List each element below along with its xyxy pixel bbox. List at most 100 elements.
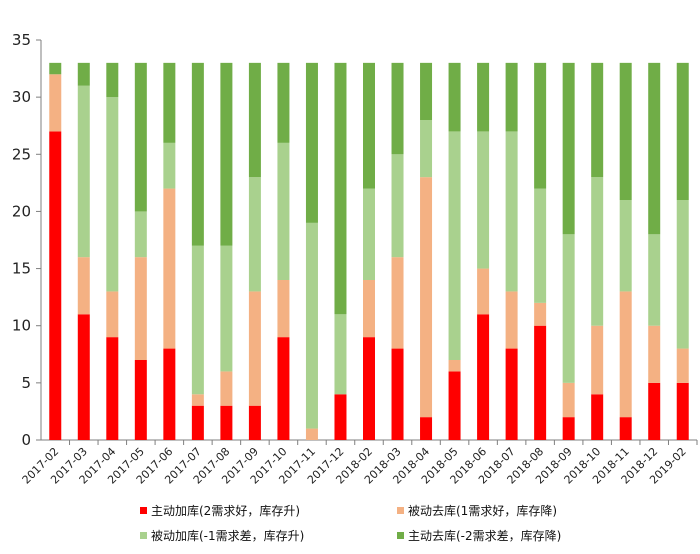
bar-segment (220, 371, 233, 406)
bar-segment (391, 257, 404, 349)
bar-segment (619, 417, 632, 440)
y-tick-label: 30 (12, 88, 31, 106)
legend-label: 主动去库(-2需求差，库存降) (408, 528, 561, 543)
bar-segment (334, 314, 347, 395)
bar-segment (591, 62, 604, 178)
bar-segment (648, 325, 661, 383)
bar-segment (163, 348, 176, 440)
legend-swatch (397, 532, 404, 539)
bar-segment (305, 222, 318, 429)
legend-swatch (397, 507, 404, 514)
legend-swatch (140, 507, 147, 514)
bar-segment (420, 177, 433, 418)
bar-segment (505, 131, 518, 292)
bar-segment (334, 394, 347, 440)
legend-label: 主动加库(2需求好，库存升) (151, 503, 300, 518)
bar-segment (391, 348, 404, 440)
bar-segment (391, 62, 404, 155)
bar-segment (134, 257, 147, 360)
y-tick-label: 15 (12, 260, 31, 278)
y-tick-label: 20 (12, 202, 31, 220)
bar-segment (248, 62, 261, 178)
bar-segment (77, 257, 90, 315)
bar-segment (648, 382, 661, 440)
bar-segment (562, 234, 575, 383)
bar-segment (619, 62, 632, 200)
bar-segment (676, 200, 689, 349)
bar-segment (191, 405, 204, 440)
bar-segment (676, 382, 689, 440)
bar-segment (163, 142, 176, 189)
bar-segment (591, 177, 604, 326)
bar-segment (248, 405, 261, 440)
bar-segment (391, 154, 404, 258)
bar-segment (448, 360, 461, 372)
bar-segment (676, 348, 689, 383)
bar-segment (134, 211, 147, 258)
bar-segment (448, 62, 461, 132)
bar-segment (363, 337, 375, 440)
bar-segment (106, 291, 119, 338)
bar-segment (220, 245, 233, 372)
bar-segment (562, 62, 575, 235)
bar-segment (505, 291, 518, 349)
bar-segment (220, 62, 233, 246)
bar-segment (420, 417, 433, 440)
bar-segment (134, 360, 147, 440)
bar-segment (477, 131, 490, 269)
bar-segment (49, 131, 62, 440)
bar-segment (448, 131, 461, 360)
legend-label: 被动去库(1需求好，库存降) (408, 503, 557, 518)
bar-segment (477, 62, 490, 132)
y-tick-label: 35 (12, 31, 31, 49)
bar-segment (363, 188, 375, 280)
y-tick-label: 5 (21, 374, 31, 392)
bar-segment (191, 62, 204, 246)
y-tick-label: 0 (21, 431, 31, 449)
bar-segment (619, 291, 632, 418)
bar-segment (363, 280, 375, 338)
bar-segment (49, 74, 62, 132)
bar-segment (277, 142, 290, 280)
bar-segment (448, 371, 461, 440)
bar-segment (505, 62, 518, 132)
y-tick-label: 25 (12, 145, 31, 163)
bar-segment (305, 428, 318, 440)
bar-segment (534, 62, 547, 189)
bar-segment (648, 234, 661, 326)
bar-segment (591, 325, 604, 395)
bar-segment (163, 62, 176, 143)
bar-segment (477, 314, 490, 440)
bar-segment (648, 62, 661, 235)
y-tick-label: 10 (12, 317, 31, 335)
bar-segment (134, 62, 147, 212)
legend-swatch (140, 532, 147, 539)
bar-segment (534, 302, 547, 326)
bar-segment (420, 62, 433, 120)
bar-segment (248, 291, 261, 406)
bar-segment (534, 325, 547, 440)
bar-segment (77, 314, 90, 440)
bar-segment (191, 394, 204, 406)
bar-segment (420, 120, 433, 178)
bar-segment (477, 268, 490, 315)
bar-segment (248, 177, 261, 292)
bar-segment (277, 337, 290, 440)
bar-segment (191, 245, 204, 395)
bar-segment (334, 62, 347, 315)
bar-segment (305, 62, 318, 223)
bar-segment (591, 394, 604, 440)
bar-segment (562, 382, 575, 418)
bar-segment (505, 348, 518, 440)
bar-segment (106, 62, 119, 98)
legend-label: 被动加库(-1需求差，库存升) (151, 528, 304, 543)
bar-segment (676, 62, 689, 200)
bar-segment (49, 62, 62, 75)
bar-segment (562, 417, 575, 440)
bar-segment (163, 188, 176, 349)
bar-segment (277, 62, 290, 143)
bar-segment (77, 85, 90, 258)
bar-segment (77, 62, 90, 86)
